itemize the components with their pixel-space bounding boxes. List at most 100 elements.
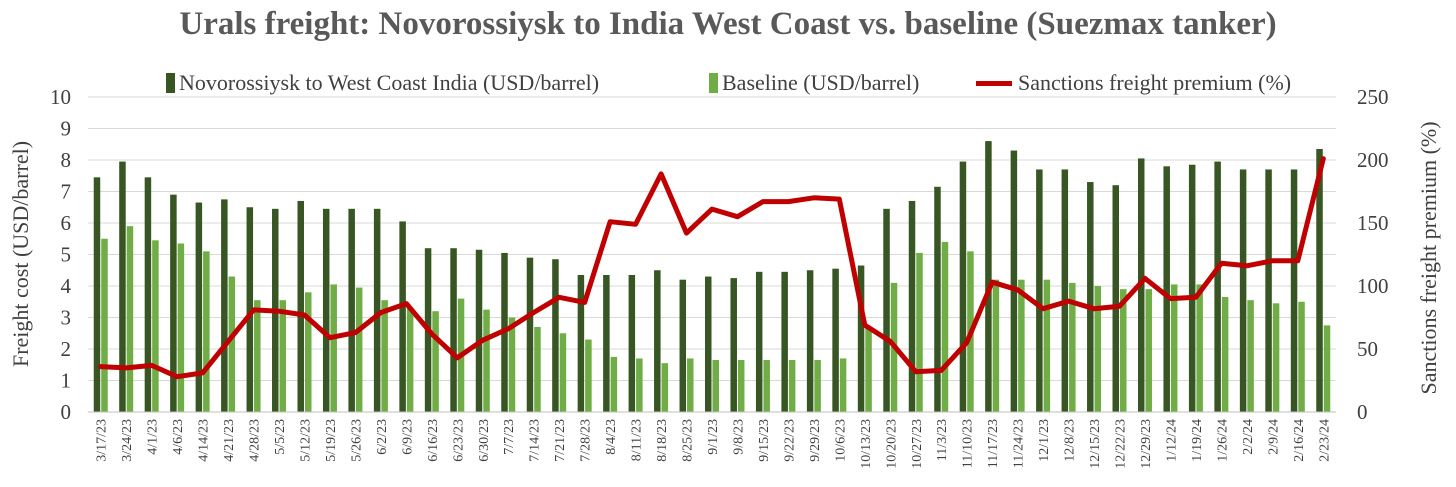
bar-series-1 — [883, 208, 890, 412]
bar-series-2 — [839, 358, 847, 412]
chart-title: Urals freight: Novorossiysk to India Wes… — [179, 6, 1277, 42]
bar-series-1 — [1112, 185, 1120, 412]
x-tick-label: 8/4/23 — [604, 419, 619, 455]
x-tick-label: 12/22/23 — [1114, 419, 1129, 469]
x-tick-label: 6/16/23 — [426, 419, 441, 462]
bar-series-1 — [322, 208, 330, 412]
bar-series-2 — [941, 241, 949, 412]
bar-series-1 — [1061, 169, 1069, 412]
bar-series-1 — [1239, 169, 1247, 412]
x-tick-label: 5/5/23 — [273, 419, 288, 455]
x-tick-label: 1/26/24 — [1215, 419, 1230, 462]
bar-series-2 — [763, 360, 770, 412]
bar-series-1 — [654, 270, 661, 412]
bar-series-1 — [679, 279, 687, 412]
bar-series-2 — [1272, 303, 1280, 412]
y2-tick-label: 150 — [1357, 211, 1389, 235]
x-tick-label: 6/30/23 — [477, 419, 492, 462]
x-tick-label: 8/11/23 — [630, 419, 645, 461]
bar-series-2 — [330, 284, 337, 412]
bar-series-2 — [585, 339, 592, 412]
y-tick-label: 3 — [61, 306, 72, 330]
bar-series-2 — [152, 240, 159, 412]
x-tick-label: 2/23/24 — [1317, 419, 1332, 462]
bar-series-2 — [1043, 279, 1051, 412]
bar-series-2 — [712, 360, 719, 412]
bar-series-2 — [916, 252, 923, 412]
x-tick-label: 4/28/23 — [248, 419, 263, 462]
y2-tick-label: 50 — [1357, 337, 1378, 361]
bar-series-1 — [908, 200, 916, 412]
x-tick-label: 6/9/23 — [400, 419, 415, 455]
bar-series-1 — [1290, 169, 1298, 412]
x-tick-label: 1/19/24 — [1190, 419, 1205, 462]
x-tick-label: 1/12/24 — [1164, 419, 1179, 462]
bar-series-1 — [373, 208, 381, 412]
x-tick-label: 3/17/23 — [95, 419, 110, 462]
bar-series-1 — [934, 186, 941, 412]
legend-item-series-2: Baseline (USD/barrel) — [709, 68, 919, 98]
bar-series-1 — [1214, 161, 1221, 412]
bar-series-1 — [985, 141, 992, 412]
y-tick-label: 10 — [50, 85, 71, 109]
y-tick-label: 5 — [61, 243, 72, 267]
bar-series-2 — [279, 300, 287, 412]
bar-series-2 — [610, 356, 618, 412]
bar-series-2 — [1120, 289, 1127, 412]
x-tick-label: 9/15/23 — [757, 419, 772, 462]
x-tick-label: 5/12/23 — [298, 419, 313, 462]
bar-series-2 — [1196, 284, 1203, 412]
legend-label-series-1: Novorossiysk to West Coast India (USD/ba… — [179, 70, 600, 95]
bar-series-1 — [526, 257, 534, 412]
bar-series-1 — [93, 177, 101, 412]
bar-series-2 — [177, 243, 185, 412]
bar-series-2 — [483, 309, 490, 412]
bar-series-2 — [814, 360, 821, 412]
x-tick-label: 6/2/23 — [375, 419, 390, 455]
x-tick-label: 2/2/24 — [1241, 419, 1256, 455]
x-tick-label: 4/21/23 — [222, 419, 237, 462]
bar-series-1 — [552, 259, 559, 412]
bar-series-2 — [1298, 301, 1305, 412]
bar-series-1 — [959, 161, 967, 412]
x-tick-label: 7/7/23 — [502, 419, 517, 455]
x-tick-label: 6/23/23 — [451, 419, 466, 462]
bar-series-2 — [1018, 279, 1025, 412]
x-tick-label: 5/19/23 — [324, 419, 339, 462]
bar-series-2 — [534, 326, 541, 412]
bar-series-1 — [221, 199, 228, 412]
bar-series-1 — [450, 248, 457, 412]
y-tick-label: 6 — [61, 211, 72, 235]
bar-series-2 — [687, 358, 694, 412]
y2-tick-label: 0 — [1357, 400, 1368, 424]
x-tick-label: 12/8/23 — [1063, 419, 1078, 462]
y-tick-label: 7 — [61, 180, 72, 204]
bar-series-2 — [228, 276, 236, 412]
bar-series-2 — [992, 279, 1000, 412]
x-tick-label: 9/22/23 — [782, 419, 797, 462]
x-tick-label: 4/1/23 — [146, 419, 161, 455]
legend-swatch-series-2 — [709, 73, 718, 93]
bar-series-2 — [432, 311, 439, 412]
x-tick-label: 9/1/23 — [706, 419, 721, 455]
bar-series-2 — [661, 363, 669, 412]
bar-series-2 — [788, 360, 796, 412]
bar-series-1 — [857, 265, 865, 412]
y-tick-label: 8 — [61, 148, 72, 172]
bar-series-2 — [508, 317, 516, 412]
bar-series-2 — [406, 308, 414, 412]
x-tick-label: 5/26/23 — [349, 419, 364, 462]
bar-series-2 — [1323, 325, 1331, 412]
y-tick-label: 9 — [61, 117, 72, 141]
legend-label-series-3: Sanctions freight premium (%) — [1018, 70, 1292, 95]
bar-series-2 — [203, 251, 210, 412]
bar-series-2 — [1170, 284, 1178, 412]
bar-series-1 — [144, 177, 152, 412]
x-tick-label: 2/16/24 — [1292, 419, 1307, 462]
y-axis-title: Freight cost (USD/barrel) — [8, 141, 33, 367]
bar-series-2 — [1094, 286, 1102, 412]
bar-series-2 — [1069, 282, 1076, 412]
bar-series-1 — [119, 161, 126, 412]
x-tick-label: 4/6/23 — [171, 419, 186, 455]
